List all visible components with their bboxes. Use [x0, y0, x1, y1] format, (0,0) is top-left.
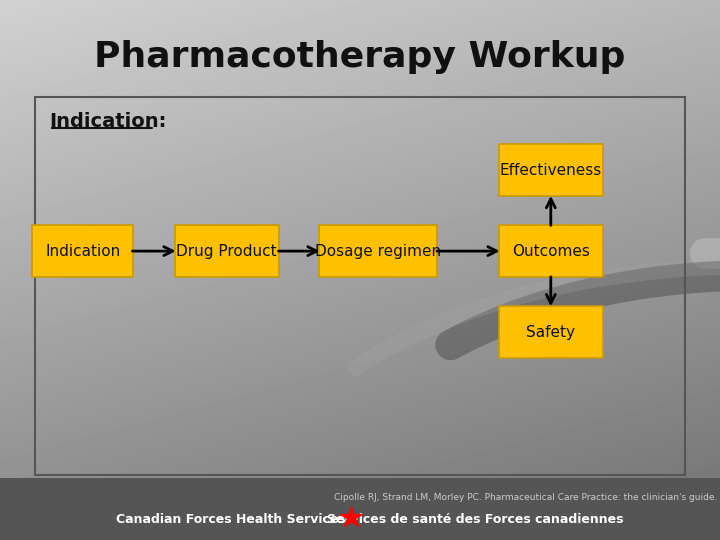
Text: Outcomes: Outcomes: [512, 244, 590, 259]
FancyBboxPatch shape: [174, 226, 279, 276]
Bar: [35, 97, 685, 475]
Text: Services de santé des Forces canadiennes: Services de santé des Forces canadiennes: [327, 513, 624, 526]
Text: Cipolle RJ, Strand LM, Morley PC. Pharmaceutical Care Practice: the clinician's : Cipolle RJ, Strand LM, Morley PC. Pharma…: [334, 494, 717, 502]
Text: Dosage regimen: Dosage regimen: [315, 244, 441, 259]
Text: Drug Product: Drug Product: [176, 244, 277, 259]
Text: Pharmacotherapy Workup: Pharmacotherapy Workup: [94, 40, 626, 73]
Text: Indication: Indication: [45, 244, 120, 259]
FancyBboxPatch shape: [498, 226, 603, 276]
Bar: [0, 478, 720, 540]
FancyBboxPatch shape: [498, 144, 603, 195]
FancyBboxPatch shape: [32, 226, 133, 276]
Text: Canadian Forces Health Services: Canadian Forces Health Services: [115, 513, 346, 526]
Text: Effectiveness: Effectiveness: [500, 163, 602, 178]
FancyBboxPatch shape: [498, 306, 603, 357]
Text: Safety: Safety: [526, 325, 575, 340]
FancyBboxPatch shape: [319, 226, 438, 276]
Text: Indication:: Indication:: [49, 112, 166, 131]
